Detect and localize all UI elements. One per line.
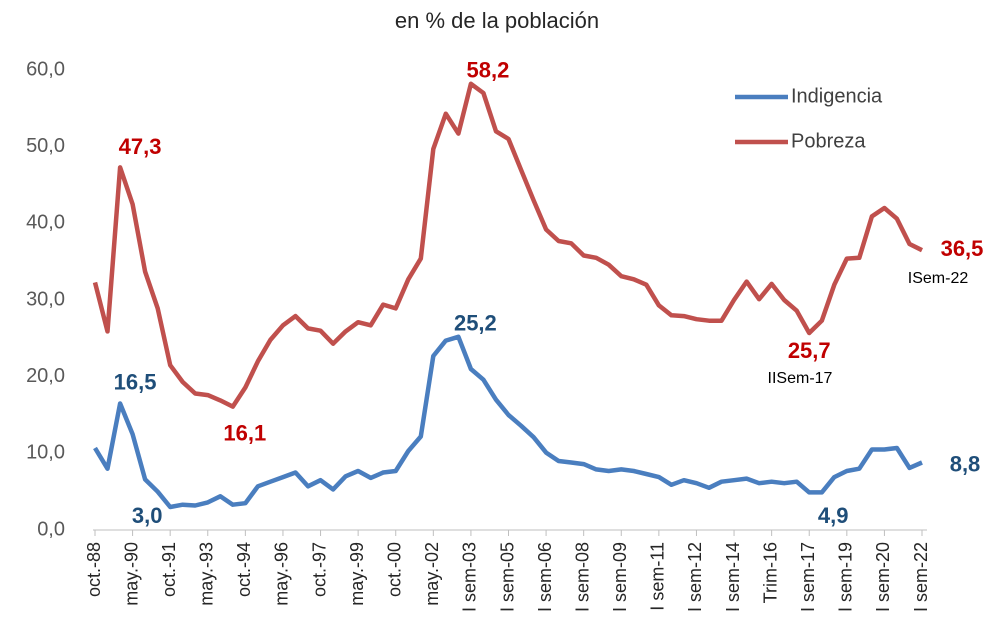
data-label: 25,2 [454, 311, 497, 336]
x-tick-label: oct.-97 [309, 542, 329, 597]
x-tick-label: I sem-20 [873, 542, 893, 612]
x-tick-label: I sem-22 [911, 542, 931, 612]
x-tick-label: may.-02 [422, 542, 442, 606]
y-tick-label: 0,0 [37, 518, 65, 540]
x-tick-label: oct.-00 [384, 542, 404, 597]
x-tick-label: oct.-88 [84, 542, 104, 597]
annotation: ISem-22 [908, 270, 969, 287]
data-label: 16,5 [114, 369, 157, 394]
legend-label: Pobreza [791, 130, 866, 152]
y-tick-label: 30,0 [26, 288, 65, 310]
series-line [92, 81, 923, 409]
x-tick-label: I sem-11 [648, 542, 668, 611]
data-label: 4,9 [818, 503, 849, 528]
x-tick-label: I sem-19 [836, 542, 856, 612]
y-tick-label: 20,0 [26, 365, 65, 387]
x-tick-label: oct.-91 [159, 542, 179, 597]
x-tick-label: may.-90 [121, 542, 141, 606]
x-tick-label: I sem-09 [610, 542, 630, 612]
x-tick-label: Trim-16 [760, 542, 780, 603]
x-tick-label: oct.-94 [234, 542, 254, 597]
y-tick-label: 60,0 [26, 58, 65, 80]
annotation: IISem-17 [768, 370, 833, 387]
x-tick-label: I sem-08 [572, 542, 592, 612]
x-tick-label: I sem-03 [460, 542, 480, 612]
x-tick-label: I sem-14 [723, 542, 743, 612]
y-tick-label: 40,0 [26, 212, 65, 234]
data-label: 3,0 [132, 503, 163, 528]
series-line [93, 334, 923, 510]
data-label: 36,5 [941, 236, 984, 261]
legend-label: Indigencia [791, 85, 883, 107]
chart-subtitle: en % de la población [395, 8, 599, 33]
data-label: 58,2 [466, 58, 509, 83]
x-tick-label: may.-93 [197, 542, 217, 606]
y-tick-label: 10,0 [26, 442, 65, 464]
x-tick-label: I sem-06 [535, 542, 555, 612]
data-label: 25,7 [788, 338, 831, 363]
x-tick-label: I sem-05 [497, 542, 517, 612]
x-tick-label: may.-99 [347, 542, 367, 606]
x-tick-label: may.-96 [272, 542, 292, 606]
data-label: 16,1 [223, 420, 266, 445]
y-tick-label: 50,0 [26, 135, 65, 157]
data-label: 8,8 [950, 451, 981, 476]
data-label: 47,3 [119, 134, 162, 159]
x-tick-label: I sem-12 [685, 542, 705, 612]
x-tick-label: I sem-17 [798, 542, 818, 612]
